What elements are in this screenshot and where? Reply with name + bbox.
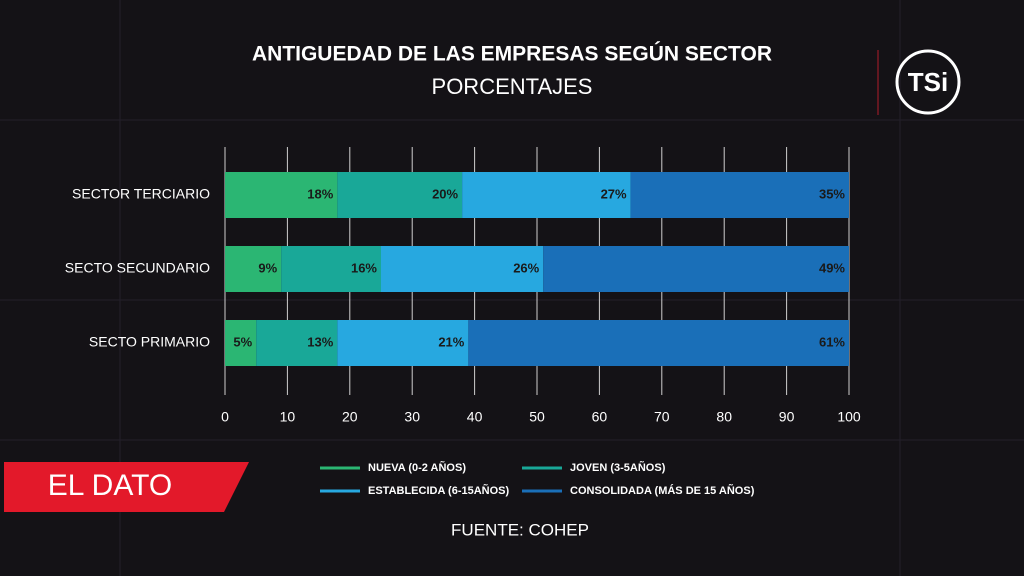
value-label: 35% [819,186,845,201]
legend-label: NUEVA (0-2 AÑOS) [368,461,466,474]
source: FUENTE: COHEP [451,520,589,539]
bar-segment [381,246,544,292]
x-tick-label: 30 [404,409,420,425]
program-name: EL DATO [48,469,172,502]
y-tick-label: SECTO PRIMARIO [89,334,210,350]
legend-label: ESTABLECIDA (6-15AÑOS) [368,484,510,497]
value-label: 49% [819,260,845,275]
bar-segment [337,320,469,366]
bar-segment [256,320,338,366]
bar-segment [630,172,849,218]
chart-title: ANTIGUEDAD DE LAS EMPRESAS SEGÚN SECTOR [252,42,772,66]
x-tick-label: 100 [837,409,861,425]
legend-label: JOVEN (3-5AÑOS) [570,461,666,474]
x-tick-label: 50 [529,409,545,425]
y-tick-label: SECTOR TERCIARIO [72,186,210,202]
y-tick-label: SECTO SECUNDARIO [65,260,210,276]
bar-segment [462,172,631,218]
value-label: 21% [438,334,464,349]
x-tick-label: 90 [779,409,795,425]
value-label: 13% [307,334,333,349]
program-banner [4,462,249,512]
x-tick-label: 60 [592,409,608,425]
value-label: 20% [432,186,458,201]
channel-logo [895,49,961,115]
x-tick-label: 40 [467,409,483,425]
bar-segment [543,246,849,292]
x-tick-label: 80 [716,409,732,425]
x-tick-label: 70 [654,409,670,425]
bar-segment [225,246,282,292]
value-label: 26% [513,260,539,275]
x-tick-label: 20 [342,409,358,425]
x-tick-label: 0 [221,409,229,425]
value-label: 9% [258,260,277,275]
value-label: 16% [351,260,377,275]
value-label: 27% [601,186,627,201]
legend-label: CONSOLIDADA (MÁS DE 15 AÑOS) [570,484,755,497]
value-label: 18% [307,186,333,201]
bar-segment [225,320,257,366]
bar-segment [225,172,338,218]
bar-segment [337,172,463,218]
bar-segment [468,320,849,366]
x-tick-label: 10 [280,409,296,425]
value-label: 61% [819,334,845,349]
value-label: 5% [233,334,252,349]
chart-subtitle: PORCENTAJES [432,74,593,99]
bar-segment [281,246,381,292]
channel-name: TSi [908,67,948,97]
